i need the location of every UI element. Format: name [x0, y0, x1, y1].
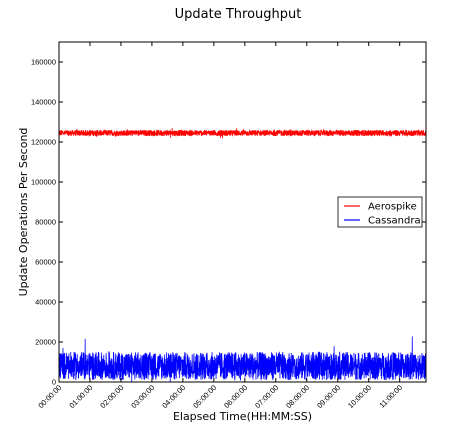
plot-area — [58, 41, 427, 383]
legend-label-aerospike: Aerospike — [368, 202, 417, 213]
legend-label-cassandra: Cassandra — [368, 216, 421, 227]
x-tick-label: 06:00:00 — [222, 383, 249, 410]
y-tick-label: 120000 — [31, 138, 56, 147]
x-axis-label: Elapsed Time(HH:MM:SS) — [173, 410, 312, 423]
series-line-cassandra — [59, 336, 426, 382]
y-tick-label: 140000 — [31, 98, 56, 107]
series-line-aerospike — [59, 128, 426, 323]
y-tick-label: 60000 — [35, 258, 56, 267]
y-tick-label: 80000 — [35, 218, 56, 227]
x-tick-label: 02:00:00 — [98, 383, 125, 410]
x-tick-label: 04:00:00 — [160, 383, 187, 410]
y-axis: 0 20000 40000 60000 80000 100000 120000 140000 1… — [31, 58, 426, 387]
y-tick-label: 160000 — [31, 58, 56, 67]
x-tick-label: 03:00:00 — [129, 383, 156, 410]
y-tick-label: 0 — [52, 378, 56, 387]
x-tick-label: 07:00:00 — [253, 383, 280, 410]
x-tick-label: 05:00:00 — [191, 383, 218, 410]
x-tick-label: 11:00:00 — [377, 383, 404, 410]
y-tick-label: 100000 — [31, 178, 56, 187]
x-tick-label: 09:00:00 — [315, 383, 342, 410]
y-axis-label: Update Operations Per Second — [17, 128, 30, 297]
legend: Aerospike Cassandra — [337, 196, 423, 228]
y-tick-label: 40000 — [35, 298, 56, 307]
y-tick-label: 20000 — [35, 338, 56, 347]
x-tick-label: 08:00:00 — [284, 383, 311, 410]
x-tick-label: 00:00:00 — [36, 383, 63, 410]
chart-title: Update Throughput — [175, 7, 302, 22]
x-tick-label: 10:00:00 — [346, 383, 373, 410]
plot-frame — [58, 41, 427, 383]
legend-box — [337, 196, 423, 228]
x-tick-label: 01:00:00 — [67, 383, 94, 410]
